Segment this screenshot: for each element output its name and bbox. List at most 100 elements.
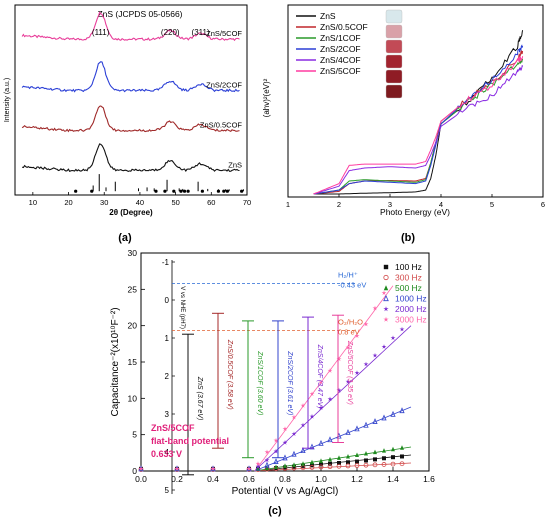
data-point (345, 344, 351, 350)
data-point (354, 425, 360, 432)
sample-swatch (385, 9, 403, 24)
data-point (382, 448, 386, 453)
sample-swatch (385, 24, 403, 39)
data-point (264, 461, 270, 468)
data-point (255, 461, 261, 466)
y-tick-label: 5 (132, 430, 137, 440)
data-point (383, 316, 389, 322)
panel-b: (ahv)²(eV)² Photo Energy (eV) 1 2 3 4 5 6 ZnS… (262, 4, 545, 244)
x-tick-label: 40 (136, 198, 144, 207)
data-point (291, 414, 297, 420)
data-point (264, 449, 270, 455)
x-tick-label: 0.0 (135, 474, 147, 484)
data-point (310, 459, 314, 465)
data-point (327, 436, 333, 443)
data-point (355, 452, 359, 458)
plot-c-xlabel: Potential (V vs Ag/AgCl) (232, 486, 339, 497)
plot-a-reference-sticks (74, 174, 244, 193)
data-point (381, 462, 387, 467)
data-point (391, 446, 395, 452)
x-tick-label: 30 (100, 198, 108, 207)
data-point (390, 335, 396, 341)
data-point (346, 460, 350, 465)
series-label: ZnS/2COF (206, 81, 242, 90)
level-label: H₂/H⁺ (338, 271, 358, 280)
plot-b-ylabel: (ahv)²(eV)² (262, 78, 271, 117)
y-tick-label: 15 (128, 357, 138, 367)
legend-label: 3000 Hz (395, 315, 427, 325)
data-point (391, 455, 395, 460)
data-point (327, 368, 333, 373)
plot-c-annotation: ZnS/5COF flat-band potential 0.633 V (151, 423, 229, 459)
series-line (313, 65, 524, 195)
plot-a-series-labels: ZnS/5COF ZnS/2COF ZnS/0.5COF ZnS (200, 29, 243, 169)
reference-dot (186, 189, 190, 193)
data-point (273, 448, 279, 454)
data-point (318, 379, 324, 385)
reference-dot (154, 189, 158, 193)
peak-label: (111) (92, 28, 110, 37)
band-label: ZnS/0.5COF (3.58 eV) (226, 339, 233, 410)
data-point (383, 285, 389, 291)
data-point (246, 466, 252, 471)
inset-tick-label: 4 (165, 448, 170, 457)
plot-c-band-inset: -1 0 1 2 3 4 5 V vs NHE (pH7) H₂/H⁺-0.43 eV O₂/H₂… (162, 258, 366, 495)
data-point (319, 462, 323, 467)
data-point (345, 379, 351, 384)
panel-a-label: (a) (118, 232, 132, 244)
data-point (273, 437, 279, 443)
inset-axis-label: V vs NHE (pH7) (179, 286, 185, 329)
data-point (364, 451, 368, 456)
legend-label: ZnS/2COF (320, 44, 361, 54)
x-tick-label: 1.4 (387, 474, 399, 484)
series-line (21, 105, 240, 133)
plot-b-xticks: 1 2 3 4 5 6 (286, 194, 545, 209)
x-tick-label: 1 (286, 200, 290, 209)
series-line (21, 143, 240, 173)
plot-b-xlabel: Photo Energy (eV) (380, 207, 450, 217)
panel-b-label: (b) (401, 232, 415, 244)
plot-a-peak-labels: (111) (220) (311) (92, 28, 210, 37)
plot-c-points (138, 290, 405, 472)
plot-a-series (21, 11, 240, 173)
plot-b-legend: ZnSZnS/0.5COFZnS/1COFZnS/2COFZnS/4COFZnS… (296, 11, 368, 76)
plot-b-sample-swatches (385, 9, 403, 99)
data-point (309, 391, 315, 397)
band-label: ZnS/2COF (3.61 eV) (286, 350, 293, 415)
series-line (313, 55, 524, 195)
data-point (383, 264, 389, 270)
data-point (328, 456, 332, 462)
data-point (300, 447, 306, 454)
annotation-line: 0.633 V (151, 449, 182, 459)
reference-dot (182, 189, 187, 193)
data-point (381, 290, 387, 296)
data-point (274, 464, 278, 470)
data-point (300, 403, 306, 408)
reference-dot (90, 189, 94, 193)
data-point (354, 370, 360, 375)
data-point (210, 466, 216, 471)
data-point (328, 461, 332, 466)
legend-label: 100 Hz (395, 262, 422, 272)
legend-label: 2000 Hz (395, 304, 427, 314)
x-tick-label: 0.4 (207, 474, 219, 484)
reference-dot (225, 189, 229, 193)
reference-dot (240, 189, 244, 193)
sample-swatch (385, 39, 403, 54)
x-tick-label: 3 (388, 200, 392, 209)
data-point (337, 455, 341, 460)
legend-label: ZnS/5COF (320, 66, 361, 76)
data-point (264, 457, 270, 463)
data-point (309, 464, 315, 470)
data-point (363, 421, 369, 428)
data-point (318, 405, 324, 410)
data-point (372, 418, 378, 424)
inset-tick-label: 2 (165, 372, 170, 381)
annotation-line: flat-band potential (151, 436, 229, 446)
data-point (381, 344, 387, 349)
data-point (282, 426, 288, 431)
data-point (255, 464, 261, 469)
y-tick-label: 25 (128, 284, 138, 294)
